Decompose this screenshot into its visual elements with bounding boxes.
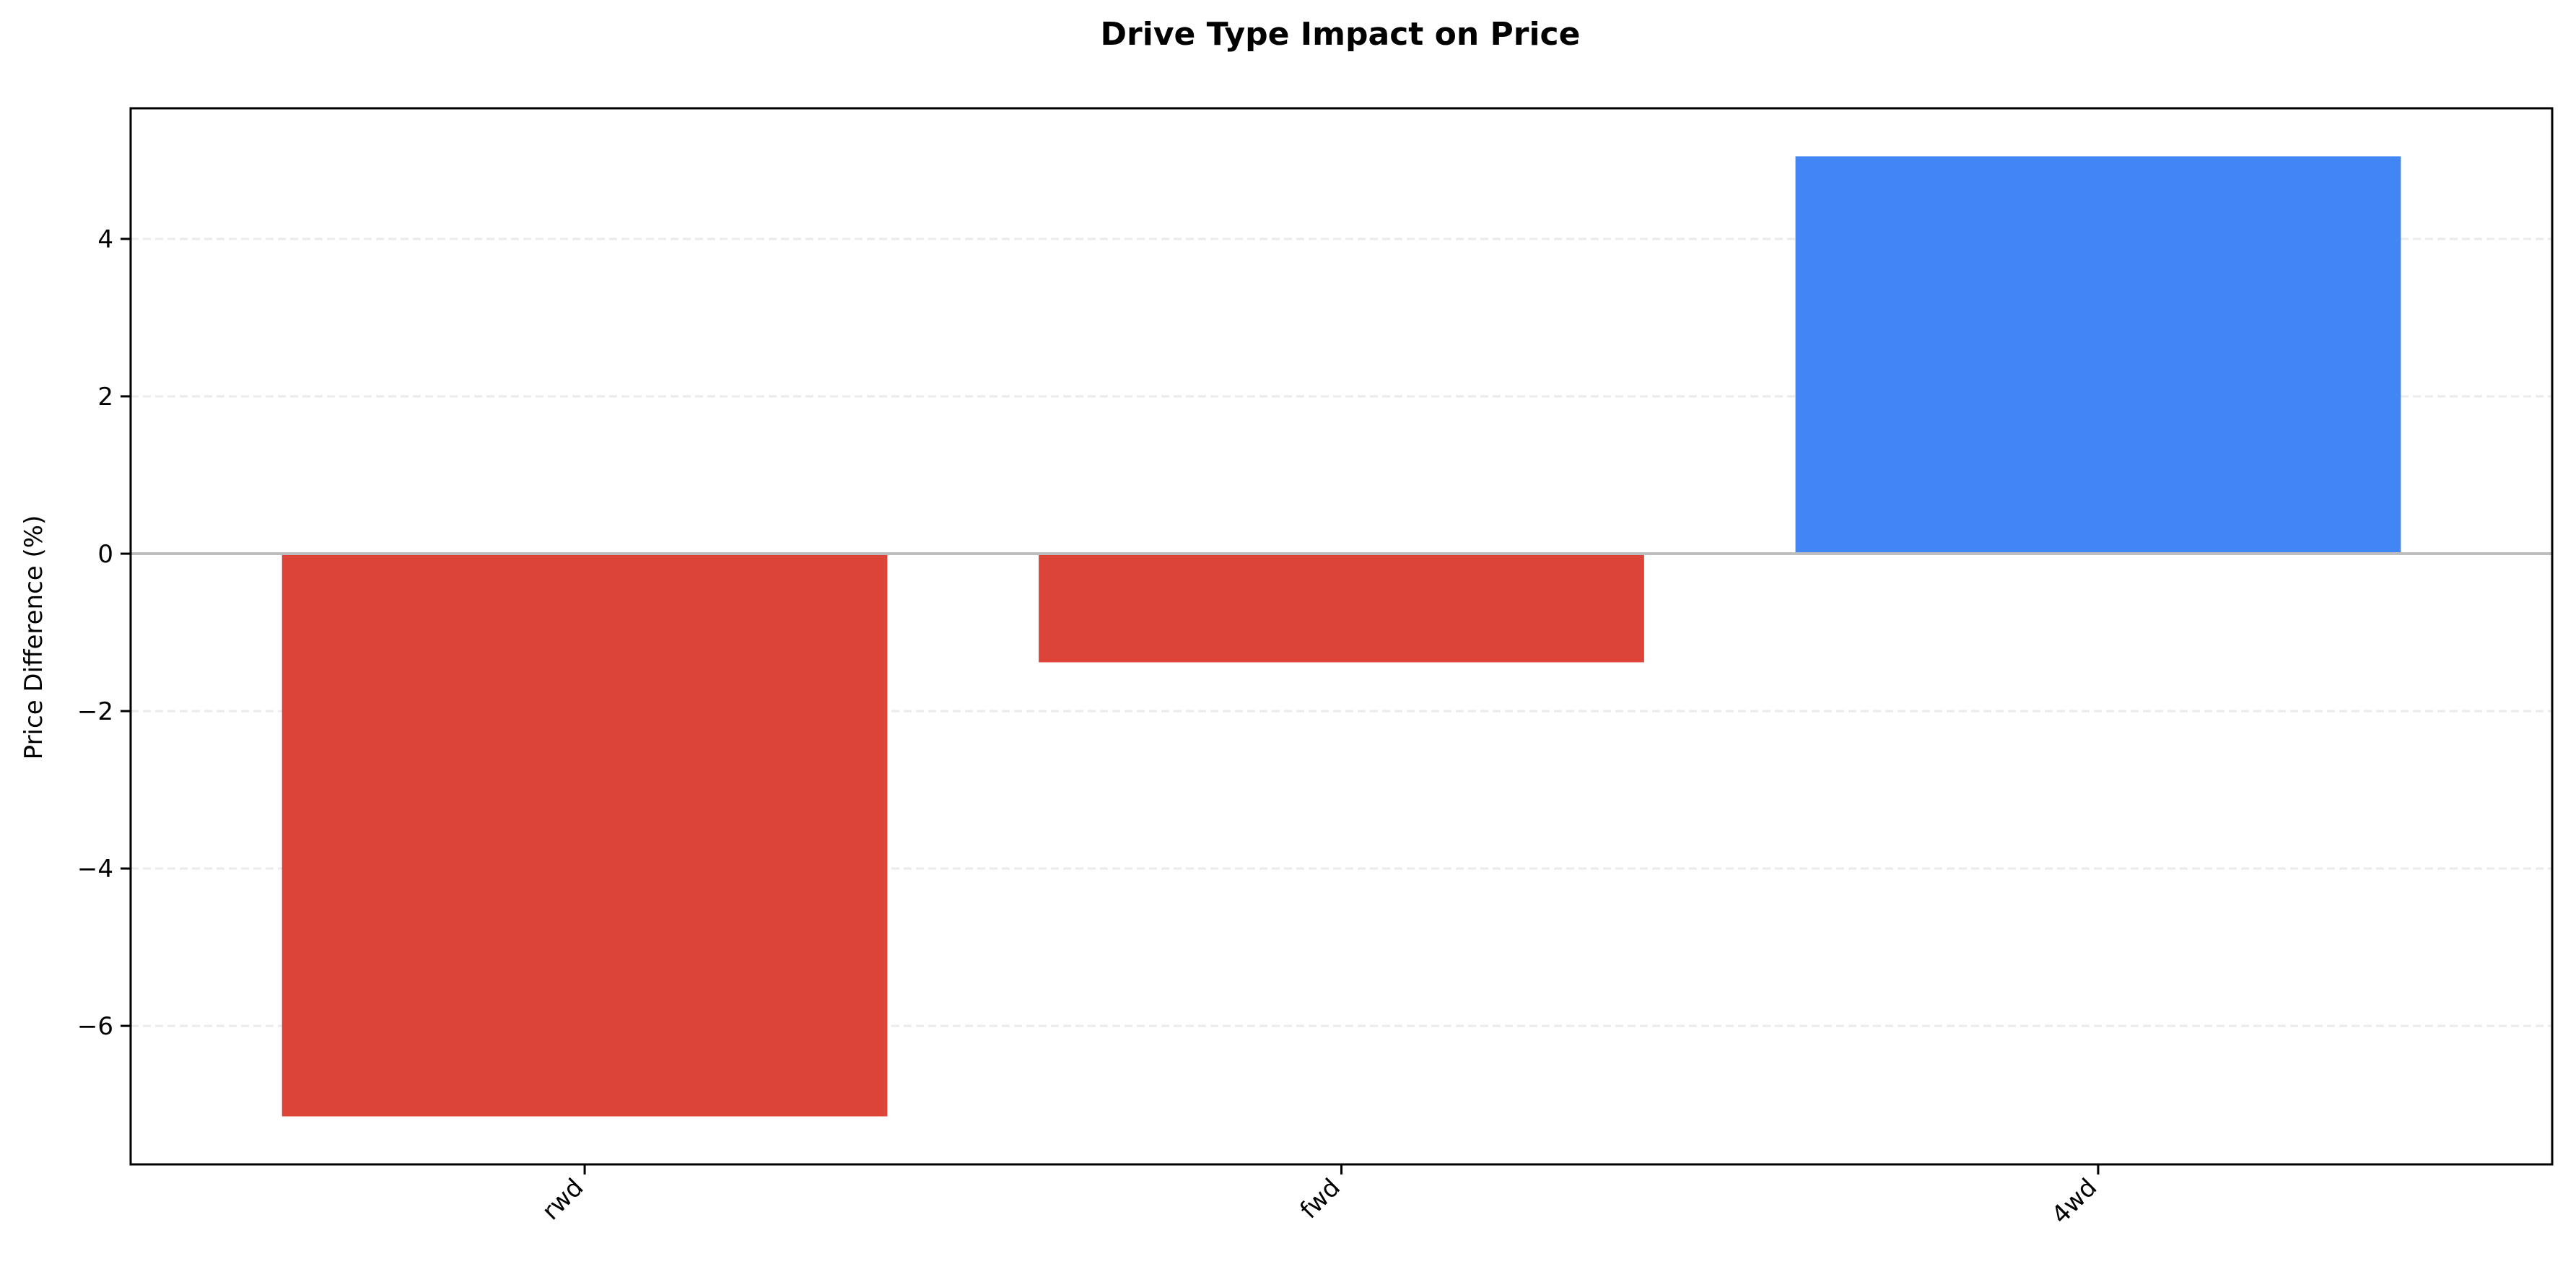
x-tick-label: rwd — [536, 1173, 589, 1226]
x-tick-label: fwd — [1295, 1173, 1346, 1224]
y-tick-label: 2 — [97, 383, 113, 411]
y-tick-label: 0 — [97, 540, 113, 569]
bar-fwd — [1039, 554, 1644, 663]
bar-rwd — [281, 554, 888, 1117]
bars — [281, 156, 2401, 1117]
y-tick-label: −6 — [77, 1012, 113, 1041]
y-axis-ticks: −6 −4 −2 0 2 4 — [77, 225, 131, 1041]
y-tick-label: −2 — [77, 697, 113, 726]
y-tick-label: −4 — [77, 855, 113, 884]
bar-4wd — [1795, 156, 2401, 554]
chart-title: Drive Type Impact on Price — [1101, 16, 1581, 53]
x-tick-label: 4wd — [2046, 1173, 2103, 1230]
x-axis-ticks: rwd fwd 4wd — [536, 1164, 2103, 1230]
y-tick-label: 4 — [97, 225, 113, 254]
y-axis-label: Price Difference (%) — [19, 515, 48, 760]
